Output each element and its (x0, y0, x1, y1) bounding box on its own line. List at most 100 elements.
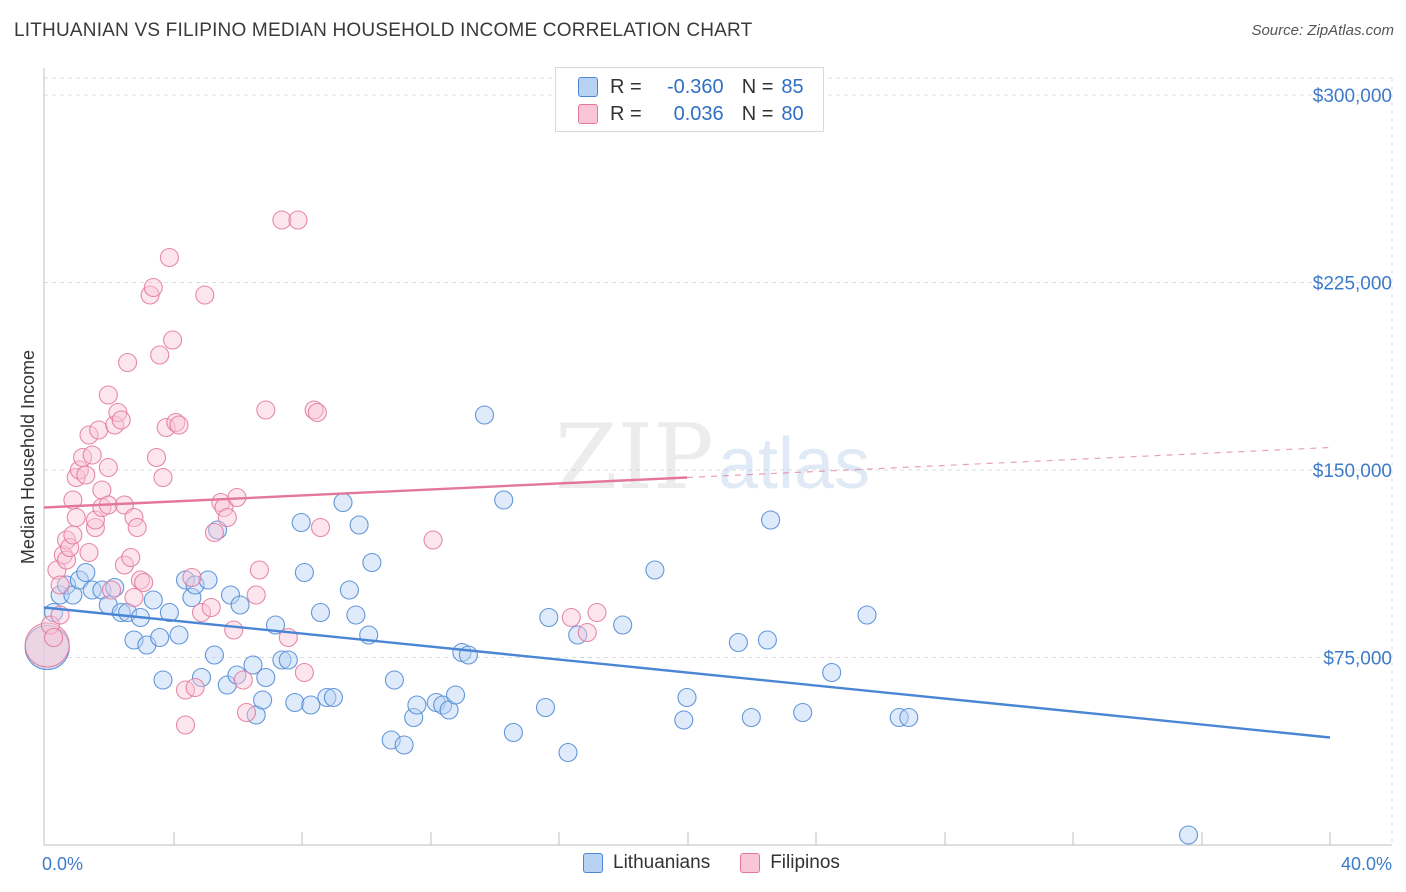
point-filipinos (246, 585, 266, 605)
x-tick-label: 0.0% (42, 854, 83, 874)
point-lithuanians (677, 687, 697, 708)
point-lithuanians (793, 702, 813, 723)
point-filipinos (105, 415, 125, 435)
point-filipinos (288, 210, 308, 230)
point-lithuanians (301, 695, 321, 715)
point-filipinos (182, 567, 202, 588)
point-lithuanians (294, 562, 314, 583)
point-filipinos (124, 587, 144, 608)
legend-swatch-lithuanians (578, 77, 598, 97)
point-lithuanians (182, 587, 202, 608)
legend-item-filipinos[interactable]: Filipinos (740, 852, 840, 874)
point-filipinos (60, 537, 80, 558)
point-filipinos (249, 560, 269, 580)
point-filipinos (191, 602, 212, 623)
point-filipinos (175, 715, 196, 735)
point-lithuanians (272, 650, 292, 670)
point-lithuanians (404, 707, 424, 728)
point-lithuanians (204, 645, 224, 665)
point-lithuanians (56, 575, 77, 595)
legend-n-value: 80 (781, 102, 804, 125)
point-lithuanians (346, 605, 366, 625)
x-tick-labels: 0.0% 40.0% (42, 854, 1392, 874)
point-filipinos (50, 575, 70, 595)
point-lithuanians (124, 630, 144, 650)
point-lithuanians (159, 602, 179, 623)
point-lithuanians (278, 650, 298, 670)
point-filipinos (163, 330, 183, 350)
point-filipinos (118, 352, 138, 373)
legend-n-label: N = (741, 75, 774, 98)
point-filipinos (423, 530, 443, 550)
point-lithuanians (899, 707, 919, 728)
y-tick-labels: $75,000 $150,000 $225,000 $300,000 (1313, 86, 1392, 670)
point-lithuanians (105, 577, 125, 598)
legend-swatch-filipinos (578, 104, 598, 124)
point-filipinos (587, 602, 607, 623)
point-filipinos (143, 277, 163, 298)
point-lithuanians (394, 735, 414, 755)
y-tick-label: $75,000 (1323, 649, 1392, 670)
point-lithuanians (857, 605, 877, 625)
series-legend: Lithuanians Filipinos (583, 852, 870, 874)
point-lithuanians (323, 687, 343, 708)
point-lithuanians (761, 510, 781, 530)
point-filipinos (159, 247, 179, 268)
point-lithuanians (339, 580, 359, 600)
watermark-atlas: atlas (718, 424, 870, 504)
y-tick-label: $300,000 (1313, 86, 1392, 107)
point-filipinos (63, 525, 83, 545)
point-filipinos (236, 702, 257, 723)
point-lithuanians (1178, 825, 1199, 845)
point-filipinos (121, 547, 141, 568)
point-filipinos (85, 517, 105, 538)
point-filipinos (169, 415, 189, 435)
legend-label-lithuanians: Lithuanians (613, 852, 711, 873)
source-label: Source: ZipAtlas.com (1251, 22, 1394, 39)
point-lithuanians (191, 667, 212, 688)
point-filipinos (310, 517, 331, 538)
point-filipinos (577, 622, 597, 643)
point-lithuanians (291, 512, 311, 533)
point-filipinos (195, 285, 215, 305)
point-lithuanians (362, 552, 382, 573)
point-lithuanians (822, 662, 842, 683)
point-filipinos (56, 550, 77, 570)
point-lithuanians (227, 665, 247, 685)
point-lithuanians (558, 742, 578, 763)
point-lithuanians (535, 697, 556, 718)
point-filipinos (146, 447, 167, 468)
point-filipinos (204, 522, 224, 543)
legend-r-label: R = (610, 75, 642, 98)
point-lithuanians (198, 570, 218, 590)
legend-n-value: 85 (781, 75, 804, 98)
point-filipinos (256, 400, 276, 420)
point-filipinos (294, 662, 314, 683)
trend-line-lithuanians (43, 606, 1331, 739)
point-filipinos (53, 545, 73, 565)
legend-row-lithuanians: R = -0.360 N = 85 (578, 75, 804, 99)
point-lithuanians (757, 630, 777, 650)
point-lithuanians (503, 722, 523, 743)
point-filipinos (114, 555, 134, 575)
point-lithuanians (674, 710, 694, 730)
legend-swatch-filipinos (740, 853, 761, 873)
point-lithuanians (349, 515, 369, 535)
legend-swatch-lithuanians (583, 853, 603, 873)
point-lithuanians (645, 560, 665, 580)
point-lithuanians (407, 695, 427, 715)
point-lithuanians (256, 667, 276, 688)
point-lithuanians (169, 625, 189, 645)
point-filipinos (44, 627, 64, 648)
point-lithuanians (153, 670, 173, 690)
data-points (24, 210, 1199, 845)
legend-item-lithuanians[interactable]: Lithuanians (583, 852, 710, 874)
legend-n-label: N = (741, 102, 774, 125)
point-lithuanians (889, 707, 909, 728)
point-filipinos (272, 210, 292, 230)
legend-label-filipinos: Filipinos (770, 852, 840, 873)
point-filipinos (76, 465, 96, 485)
point-lithuanians (69, 570, 89, 590)
point-lithuanians (333, 492, 353, 513)
